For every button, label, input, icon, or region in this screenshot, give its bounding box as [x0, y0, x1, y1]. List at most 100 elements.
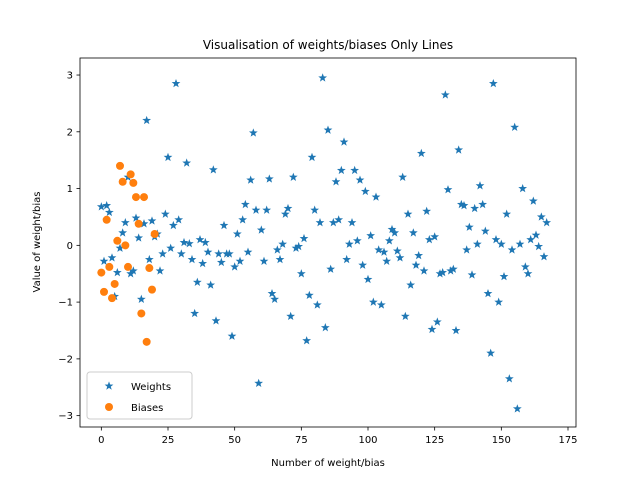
weight-point	[374, 245, 384, 254]
weight-point	[96, 202, 106, 211]
weight-point	[376, 300, 386, 309]
weight-point	[438, 267, 448, 277]
weight-point	[248, 128, 258, 137]
weight-point	[283, 203, 293, 213]
bias-point	[148, 285, 156, 294]
bias-point	[110, 279, 119, 288]
weight-point	[542, 218, 552, 227]
bias-point	[150, 229, 159, 238]
weight-point	[515, 239, 525, 248]
weight-point	[312, 300, 322, 309]
weight-point	[454, 145, 464, 154]
y-tick-label: 2	[67, 127, 73, 138]
weight-point	[488, 78, 498, 88]
weight-point	[323, 125, 333, 134]
weight-point	[112, 267, 122, 277]
weight-point	[144, 254, 154, 264]
bias-point	[132, 193, 140, 202]
weight-point	[264, 174, 274, 183]
weight-point	[504, 374, 514, 383]
x-tick-label: 150	[492, 435, 511, 446]
weight-point	[259, 256, 269, 265]
bias-point	[116, 161, 124, 170]
weight-point	[302, 336, 312, 345]
weight-point	[520, 262, 530, 271]
weight-point	[203, 247, 213, 256]
legend-weights-label: Weights	[131, 382, 171, 393]
weight-point	[483, 288, 493, 298]
y-tick-label: −2	[58, 354, 73, 365]
weight-point	[272, 245, 282, 254]
y-tick-label: 0	[67, 241, 73, 252]
weight-point	[126, 269, 136, 278]
weight-point	[190, 308, 200, 318]
weight-point	[294, 241, 304, 251]
weight-point	[368, 297, 378, 306]
weight-point	[422, 206, 432, 215]
weight-point	[499, 271, 509, 281]
weight-point	[371, 192, 381, 201]
x-tick-label: 0	[98, 435, 104, 446]
weight-point	[224, 249, 234, 258]
weight-point	[214, 249, 224, 258]
weight-point	[456, 199, 466, 209]
weight-point	[491, 235, 501, 244]
weight-point	[390, 228, 400, 237]
weight-point	[475, 181, 485, 190]
bias-point	[145, 264, 154, 273]
weight-point	[160, 209, 170, 218]
x-tick-label: 100	[358, 435, 377, 446]
weight-point	[278, 239, 288, 248]
weight-point	[174, 215, 184, 224]
weight-point	[120, 218, 130, 227]
weight-point	[192, 277, 202, 286]
weight-point	[176, 249, 186, 258]
weight-point	[496, 239, 506, 248]
weight-point	[494, 297, 504, 306]
weight-point	[328, 218, 338, 227]
weight-point	[334, 215, 344, 224]
weight-point	[246, 175, 256, 184]
bias-point	[129, 178, 138, 187]
bias-point	[105, 262, 114, 271]
plot-frame	[79, 57, 577, 428]
x-tick-label: 50	[228, 435, 241, 446]
weight-point	[462, 245, 472, 254]
y-tick-label: −3	[58, 411, 73, 422]
weight-point	[166, 243, 176, 252]
weight-point	[326, 264, 336, 273]
weight-point	[451, 325, 461, 335]
bias-point	[108, 294, 116, 303]
weight-point	[195, 235, 205, 244]
weight-point	[358, 260, 368, 269]
weight-point	[464, 222, 474, 231]
weight-point	[528, 196, 538, 205]
weight-point	[211, 316, 221, 325]
bias-point	[140, 193, 148, 202]
legend-box	[86, 371, 193, 420]
bias-point	[97, 268, 106, 277]
legend-star-icon	[104, 381, 114, 390]
weight-point	[355, 175, 365, 184]
weight-point	[478, 199, 488, 209]
weight-point	[363, 274, 373, 284]
x-axis-title: Number of weight/bias	[271, 458, 385, 469]
weight-point	[518, 183, 528, 193]
weight-point	[238, 215, 248, 224]
weight-point	[219, 220, 229, 230]
weight-point	[227, 331, 237, 340]
weight-point	[142, 115, 152, 125]
weight-point	[531, 230, 541, 239]
weight-point	[406, 280, 416, 289]
weight-point	[139, 219, 149, 228]
weight-point	[416, 148, 426, 158]
weight-point	[336, 165, 346, 175]
x-tick-label: 175	[558, 435, 577, 446]
weight-point	[536, 212, 546, 221]
weight-point	[230, 262, 240, 271]
weight-point	[480, 226, 490, 235]
weight-point	[470, 203, 480, 213]
weight-point	[232, 229, 242, 238]
weight-point	[99, 256, 109, 265]
weight-point	[318, 73, 328, 82]
